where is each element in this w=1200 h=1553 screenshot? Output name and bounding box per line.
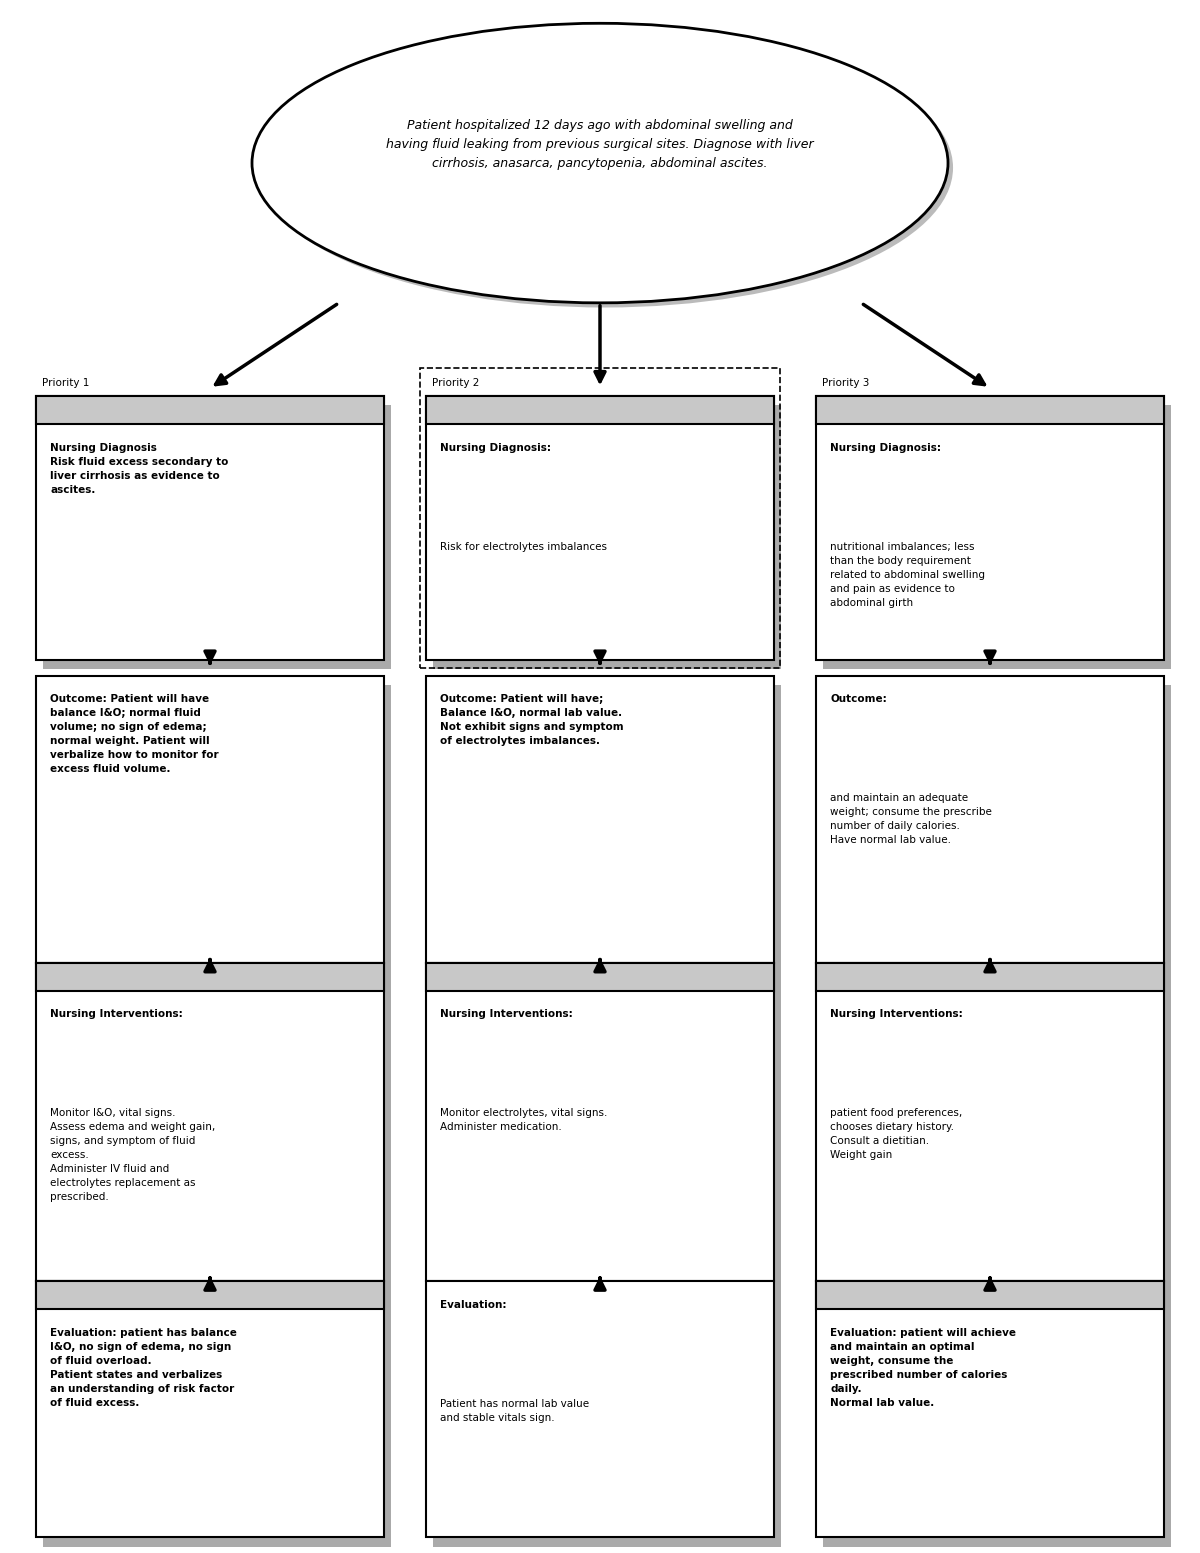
Bar (36, 1281, 384, 1537)
Text: and maintain an adequate
weight; consume the prescribe
number of daily calories.: and maintain an adequate weight; consume… (830, 794, 992, 845)
Bar (43, 405, 391, 669)
Bar (823, 972, 1171, 1291)
Text: Nursing Interventions:: Nursing Interventions: (830, 1009, 964, 1019)
Text: Nursing Diagnosis
Risk fluid excess secondary to
liver cirrhosis as evidence to
: Nursing Diagnosis Risk fluid excess seco… (50, 443, 229, 494)
Bar (433, 1291, 781, 1547)
Bar (433, 685, 781, 972)
Bar (426, 396, 774, 424)
Text: nutritional imbalances; less
than the body requirement
related to abdominal swel: nutritional imbalances; less than the bo… (830, 542, 985, 607)
Bar (426, 963, 774, 991)
Text: Monitor electrolytes, vital signs.
Administer medication.: Monitor electrolytes, vital signs. Admin… (440, 1109, 607, 1132)
Bar (426, 963, 774, 1281)
Bar (823, 1291, 1171, 1547)
Text: Nursing Diagnosis:: Nursing Diagnosis: (440, 443, 552, 452)
Bar (816, 963, 1164, 1281)
Bar (816, 396, 1164, 660)
Bar (420, 368, 780, 668)
Text: Priority 1: Priority 1 (42, 379, 89, 388)
Bar (426, 396, 774, 660)
Bar (816, 1281, 1164, 1537)
Bar (36, 396, 384, 424)
Text: Nursing Interventions:: Nursing Interventions: (440, 1009, 574, 1019)
Bar (816, 676, 1164, 963)
Bar (433, 405, 781, 669)
Text: Nursing Diagnosis:: Nursing Diagnosis: (830, 443, 942, 452)
Text: Nursing Interventions:: Nursing Interventions: (50, 1009, 184, 1019)
Text: Outcome: Patient will have
balance I&O; normal fluid
volume; no sign of edema;
n: Outcome: Patient will have balance I&O; … (50, 694, 220, 775)
Ellipse shape (252, 23, 948, 303)
Bar (823, 405, 1171, 669)
Bar (43, 685, 391, 972)
Text: Priority 2: Priority 2 (432, 379, 479, 388)
Bar (816, 963, 1164, 991)
Bar (36, 963, 384, 1281)
Text: Evaluation: patient has balance
I&O, no sign of edema, no sign
of fluid overload: Evaluation: patient has balance I&O, no … (50, 1328, 238, 1409)
Text: Outcome: Patient will have;
Balance I&O, normal lab value.
Not exhibit signs and: Outcome: Patient will have; Balance I&O,… (440, 694, 624, 745)
Bar (36, 676, 384, 963)
Bar (816, 1281, 1164, 1309)
Bar (433, 972, 781, 1291)
Text: patient food preferences,
chooses dietary history.
Consult a dietitian.
Weight g: patient food preferences, chooses dietar… (830, 1109, 962, 1160)
Bar (36, 396, 384, 660)
Ellipse shape (257, 28, 953, 307)
Bar (823, 685, 1171, 972)
Text: Patient hospitalized 12 days ago with abdominal swelling and
having fluid leakin: Patient hospitalized 12 days ago with ab… (386, 120, 814, 169)
Bar (43, 972, 391, 1291)
Text: Evaluation:: Evaluation: (440, 1300, 506, 1309)
Text: Priority 3: Priority 3 (822, 379, 869, 388)
Text: Evaluation: patient will achieve
and maintain an optimal
weight, consume the
pre: Evaluation: patient will achieve and mai… (830, 1328, 1016, 1409)
Bar (36, 1281, 384, 1309)
Text: Monitor I&O, vital signs.
Assess edema and weight gain,
signs, and symptom of fl: Monitor I&O, vital signs. Assess edema a… (50, 1109, 216, 1202)
Text: Patient has normal lab value
and stable vitals sign.: Patient has normal lab value and stable … (440, 1399, 589, 1423)
Text: Risk for electrolytes imbalances: Risk for electrolytes imbalances (440, 542, 607, 551)
Bar (43, 1291, 391, 1547)
Bar (816, 396, 1164, 424)
Bar (36, 963, 384, 991)
Bar (426, 1281, 774, 1537)
Bar (426, 676, 774, 963)
Text: Outcome:: Outcome: (830, 694, 887, 704)
